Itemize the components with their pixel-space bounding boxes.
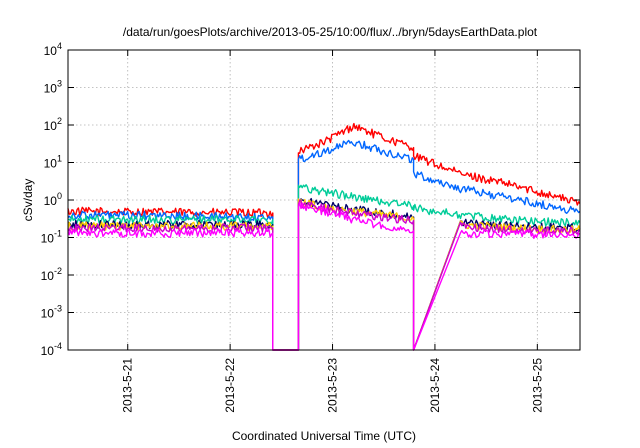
x-axis-label: Coordinated Universal Time (UTC) — [232, 429, 416, 443]
y-tick-label: 102 — [44, 116, 62, 133]
x-tick-label: 2013-5-23 — [326, 358, 340, 413]
y-tick-label: 101 — [44, 154, 62, 171]
series-line — [67, 139, 581, 351]
y-tick-label: 10-2 — [41, 266, 62, 283]
y-tick-exponent: -1 — [54, 229, 62, 239]
x-tick-label: 2013-5-24 — [428, 358, 442, 413]
y-tick-exponent: 1 — [57, 154, 62, 164]
x-tick-label: 2013-5-25 — [530, 358, 544, 413]
series-line — [67, 199, 581, 351]
x-tick-label: 2013-5-22 — [223, 358, 237, 413]
y-tick-exponent: -2 — [54, 266, 62, 276]
y-tick-label: 103 — [44, 79, 62, 96]
y-tick-exponent: 4 — [57, 41, 62, 51]
y-tick-exponent: 3 — [57, 79, 62, 89]
y-tick-exponent: -4 — [54, 341, 62, 351]
series-layer — [67, 122, 581, 351]
series-line — [67, 184, 581, 351]
y-tick-label: 104 — [44, 41, 62, 58]
y-tick-exponent: -3 — [54, 304, 62, 314]
y-tick-label: 10-3 — [41, 304, 62, 321]
y-tick-exponent: 2 — [57, 116, 62, 126]
y-tick-exponent: 0 — [57, 191, 62, 201]
y-tick-label: 10-1 — [41, 229, 62, 246]
series-line — [67, 201, 581, 351]
grid — [68, 50, 580, 350]
y-tick-label: 10-4 — [41, 341, 62, 358]
series-line — [67, 122, 581, 351]
chart-title: /data/run/goesPlots/archive/2013-05-25/1… — [123, 25, 538, 39]
y-axis-label: cSv/day — [21, 179, 35, 222]
ticks: 10-410-310-210-11001011021031042013-5-21… — [41, 41, 580, 413]
x-tick-label: 2013-5-21 — [121, 358, 135, 413]
y-tick-label: 100 — [44, 191, 62, 208]
